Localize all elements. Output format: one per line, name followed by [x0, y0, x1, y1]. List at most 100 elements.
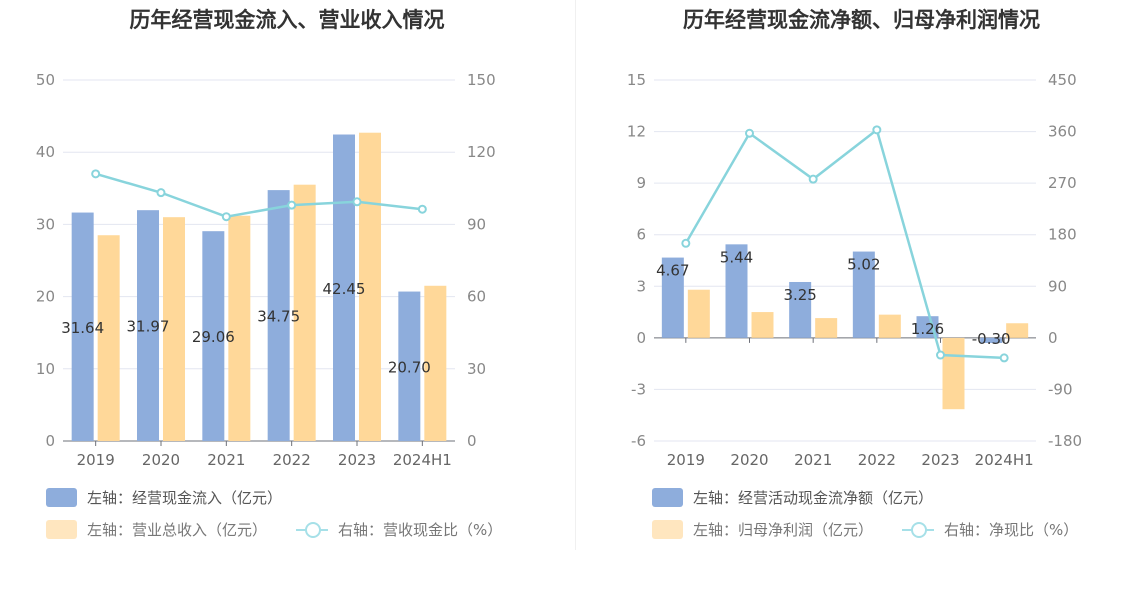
data-label: 5.44: [720, 248, 753, 266]
line-point: [872, 125, 882, 135]
data-label: 34.75: [257, 308, 300, 326]
bar-primary: [852, 251, 875, 338]
bar-primary: [137, 210, 159, 441]
bar-primary: [725, 244, 748, 338]
data-label: 4.67: [656, 262, 689, 280]
left-axis-tick: 6: [636, 226, 646, 244]
data-label: 20.70: [388, 358, 431, 376]
right-axis-tick: 30: [467, 360, 486, 378]
left-axis-tick: 40: [36, 143, 55, 161]
legend-swatch-primary: [46, 488, 77, 507]
legend-swatch-secondary: [46, 520, 77, 539]
series-line: [684, 127, 1005, 360]
x-axis-tick: 2024H1: [975, 451, 1034, 469]
right-axis-tick: 90: [467, 215, 486, 233]
x-axis-tick: 2020: [730, 451, 768, 469]
panel-divider: [575, 0, 576, 550]
left-axis-tick: 30: [36, 215, 55, 233]
legend-item-net-cash[interactable]: 左轴：经营活动现金流净额（亿元）: [652, 487, 933, 508]
x-axis-tick: 2022: [273, 451, 311, 469]
bar-secondary: [293, 184, 316, 441]
right-axis-tick: 270: [1048, 174, 1077, 192]
series-line: [95, 172, 423, 218]
right-axis-tick: 150: [467, 71, 496, 89]
legend-label: 左轴：经营活动现金流净额（亿元）: [693, 489, 934, 507]
line-point: [352, 197, 362, 207]
bar-secondary: [228, 215, 251, 441]
chart-panel-net-cash: 历年经营现金流净额、归母净利润情况 -6 -3 0 3 6 9 12 15 -180 -90 0 90…: [576, 0, 1147, 589]
left-axis-tick: 9: [636, 174, 646, 192]
line-point: [221, 212, 231, 222]
x-axis-tick: 2023: [338, 451, 376, 469]
left-axis-tick: 15: [627, 71, 646, 89]
line-point: [808, 174, 818, 184]
legend-item-net-profit[interactable]: 左轴：归母净利润（亿元）: [652, 519, 873, 540]
data-label: 1.26: [911, 320, 944, 338]
legend-item-ratio[interactable]: 右轴：净现比（%）: [902, 519, 1078, 540]
right-axis-tick: -180: [1048, 432, 1082, 450]
x-axis-tick: 2019: [77, 451, 115, 469]
legend-label: 右轴：净现比（%）: [944, 521, 1079, 539]
bar-secondary: [878, 314, 901, 338]
bar-primary: [980, 337, 1003, 344]
line-point: [681, 238, 691, 248]
legend-item-revenue[interactable]: 左轴：营业总收入（亿元）: [46, 519, 267, 540]
right-axis-tick: 0: [467, 432, 477, 450]
bar-primary: [398, 291, 421, 441]
bar-primary: [267, 190, 290, 441]
legend-swatch-secondary: [652, 520, 683, 539]
bar-secondary: [97, 235, 120, 441]
x-axis-tick: 2023: [921, 451, 959, 469]
legend-swatch-primary: [652, 488, 683, 507]
x-axis-tick: 2021: [794, 451, 832, 469]
line-point: [287, 200, 297, 210]
bar-primary: [71, 212, 94, 441]
line-point: [745, 128, 754, 138]
chart-canvas: -6 -3 0 3 6 9 12 15 -180 -90 0 90 180 270 360 450 2019 20…: [627, 71, 1082, 469]
data-label: -0.30: [972, 330, 1011, 348]
left-axis-tick: 3: [636, 277, 646, 295]
right-axis-tick: -90: [1048, 380, 1073, 398]
legend-item-cash-inflow[interactable]: 左轴：经营现金流入（亿元）: [46, 487, 282, 508]
right-axis-tick: 90: [1048, 277, 1067, 295]
bar-primary: [661, 257, 684, 338]
right-axis-tick: 60: [467, 288, 486, 306]
line-point: [91, 169, 101, 179]
data-label: 29.06: [192, 328, 235, 346]
line-point: [156, 188, 166, 198]
bar-primary: [333, 134, 355, 442]
right-axis-tick: 0: [1048, 329, 1058, 347]
chart-panel-cash-inflow: 历年经营现金流入、营业收入情况 0 10 20 30 40 50 0 30 60 90 120 150…: [36, 8, 502, 540]
x-axis-tick: 2024H1: [393, 451, 452, 469]
chart-canvas: 0 10 20 30 40 50 0 30 60 90 120 150 2019 2020 2021 2022…: [36, 71, 496, 469]
line-point: [999, 353, 1009, 363]
legend-line-icon: [902, 520, 934, 539]
legend-label: 左轴：归母净利润（亿元）: [693, 521, 874, 539]
data-label: 42.45: [323, 280, 366, 298]
bar-secondary: [942, 337, 965, 410]
chart-title: 历年经营现金流入、营业收入情况: [129, 8, 445, 32]
left-axis-tick: -3: [631, 380, 646, 398]
x-axis-tick: 2019: [667, 451, 705, 469]
legend-label: 左轴：营业总收入（亿元）: [87, 521, 268, 539]
left-axis-tick: 10: [36, 360, 55, 378]
line-point: [936, 350, 945, 360]
left-axis-tick: 0: [45, 432, 55, 450]
bar-primary: [789, 281, 812, 338]
line-point: [417, 204, 427, 214]
right-axis-tick: 180: [1048, 226, 1077, 244]
bar-secondary: [815, 318, 838, 338]
left-axis-tick: -6: [631, 432, 646, 450]
x-axis-tick: 2022: [858, 451, 896, 469]
right-axis-tick: 450: [1048, 71, 1077, 89]
bar-secondary: [751, 312, 774, 338]
left-axis-tick: 0: [636, 329, 646, 347]
legend-label: 左轴：经营现金流入（亿元）: [87, 489, 283, 507]
data-label: 5.02: [847, 256, 880, 274]
left-axis-tick: 50: [36, 71, 55, 89]
bar-secondary: [424, 285, 447, 441]
data-label: 31.97: [127, 318, 170, 336]
legend-item-ratio[interactable]: 右轴：营收现金比（%）: [296, 519, 502, 540]
legend-label: 右轴：营收现金比（%）: [338, 521, 503, 539]
data-label: 3.25: [783, 286, 816, 304]
